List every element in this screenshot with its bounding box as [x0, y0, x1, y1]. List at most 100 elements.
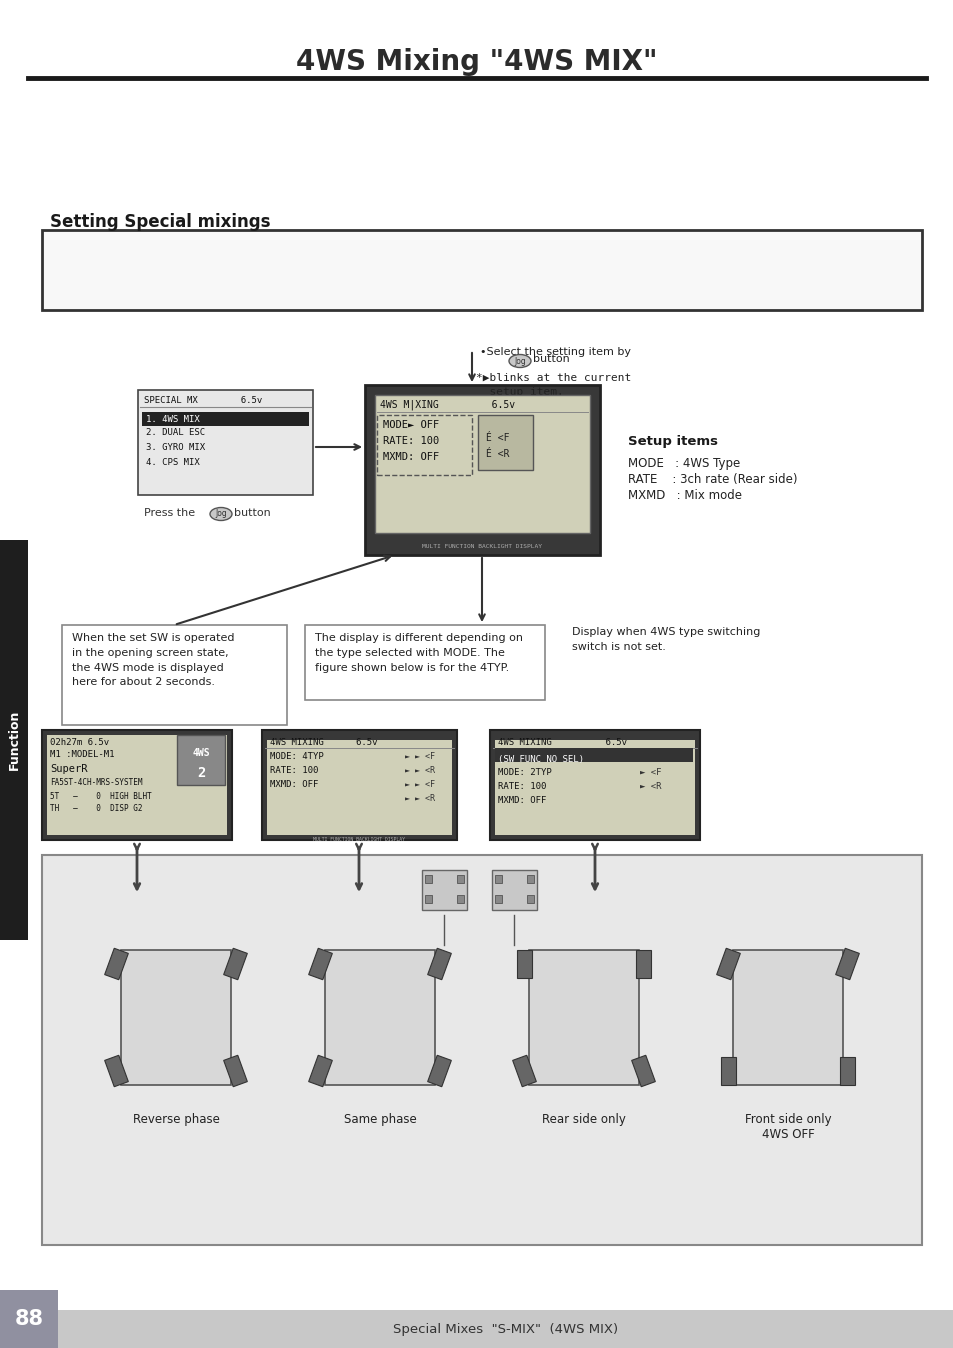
- Bar: [492, 869, 537, 910]
- Bar: [325, 950, 435, 1085]
- Ellipse shape: [509, 355, 531, 368]
- Text: Front side only
4WS OFF: Front side only 4WS OFF: [744, 1113, 830, 1140]
- Text: RATE: 100: RATE: 100: [382, 435, 438, 446]
- Text: 2: 2: [196, 766, 205, 780]
- Bar: [0, 1290, 58, 1348]
- Text: Same phase: Same phase: [343, 1113, 416, 1126]
- Text: setup item.: setup item.: [476, 387, 563, 398]
- Text: *▶blinks at the current: *▶blinks at the current: [476, 373, 631, 383]
- Bar: [121, 950, 231, 1085]
- Text: MODE: 2TYP: MODE: 2TYP: [497, 768, 551, 776]
- Polygon shape: [427, 1055, 451, 1086]
- Polygon shape: [835, 948, 859, 980]
- Bar: [177, 735, 225, 785]
- Bar: [42, 731, 232, 840]
- Polygon shape: [636, 950, 650, 979]
- Text: ► <R: ► <R: [639, 782, 660, 791]
- Text: ► <F: ► <F: [639, 768, 660, 776]
- Text: 4WS Mixing "4WS MIX": 4WS Mixing "4WS MIX": [296, 49, 657, 75]
- Bar: [365, 386, 599, 555]
- Text: MXMD: OFF: MXMD: OFF: [382, 452, 438, 462]
- Text: When the set SW is operated
in the opening screen state,
the 4WS mode is display: When the set SW is operated in the openi…: [71, 634, 234, 687]
- Polygon shape: [517, 950, 532, 979]
- Bar: [477, 415, 533, 470]
- Text: SuperR: SuperR: [50, 764, 88, 774]
- Bar: [305, 625, 544, 700]
- Bar: [62, 625, 287, 725]
- Text: 4. CPS MIX: 4. CPS MIX: [146, 458, 199, 466]
- Text: 4WS MIXING          6.5v: 4WS MIXING 6.5v: [497, 737, 626, 747]
- Bar: [375, 395, 589, 532]
- Bar: [732, 950, 842, 1085]
- Bar: [42, 231, 921, 310]
- Polygon shape: [840, 1057, 854, 1085]
- Text: MXMD: OFF: MXMD: OFF: [497, 797, 546, 805]
- Text: FA5ST-4CH-MRS-SYSTEM: FA5ST-4CH-MRS-SYSTEM: [50, 778, 142, 787]
- Text: 88: 88: [14, 1309, 44, 1329]
- Text: ► ► <R: ► ► <R: [405, 766, 435, 775]
- Bar: [138, 390, 313, 495]
- Text: RATE: 100: RATE: 100: [497, 782, 546, 791]
- Text: Display when 4WS type switching
switch is not set.: Display when 4WS type switching switch i…: [572, 627, 760, 652]
- Text: Jog: Jog: [214, 510, 227, 519]
- Bar: [490, 731, 700, 840]
- Bar: [495, 895, 501, 903]
- Text: 4WS MIXING      6.5v: 4WS MIXING 6.5v: [270, 737, 377, 747]
- Polygon shape: [223, 1055, 247, 1086]
- Bar: [0, 541, 28, 940]
- Polygon shape: [309, 948, 332, 980]
- Text: 5T   —    0  HIGH BLHT: 5T — 0 HIGH BLHT: [50, 793, 152, 801]
- Bar: [495, 875, 501, 883]
- Text: 1. 4WS MIX: 1. 4WS MIX: [146, 415, 199, 425]
- Bar: [47, 735, 227, 834]
- Bar: [526, 875, 534, 883]
- Text: MODE► OFF: MODE► OFF: [382, 421, 438, 430]
- Polygon shape: [716, 948, 740, 980]
- Polygon shape: [720, 1057, 735, 1085]
- Text: Press the: Press the: [144, 508, 198, 518]
- Text: MODE: 4TYP: MODE: 4TYP: [270, 752, 323, 762]
- Text: Special Mixes  "S-MIX"  (4WS MIX): Special Mixes "S-MIX" (4WS MIX): [393, 1322, 618, 1336]
- Polygon shape: [427, 948, 451, 980]
- Bar: [42, 855, 921, 1246]
- Text: ► ► <R: ► ► <R: [405, 794, 435, 803]
- Bar: [456, 895, 463, 903]
- Text: button: button: [533, 355, 569, 364]
- Text: Function: Function: [8, 710, 20, 770]
- Text: ► ► <F: ► ► <F: [405, 780, 435, 789]
- Text: Setting Special mixings: Setting Special mixings: [50, 213, 271, 231]
- Bar: [142, 412, 309, 426]
- Bar: [495, 748, 692, 762]
- Polygon shape: [631, 1055, 655, 1086]
- Ellipse shape: [210, 507, 232, 520]
- Bar: [376, 415, 472, 474]
- Bar: [262, 731, 456, 840]
- Text: M1 :MODEL-M1: M1 :MODEL-M1: [50, 749, 114, 759]
- Text: MULTI FUNCTION BACKLIGHT DISPLAY: MULTI FUNCTION BACKLIGHT DISPLAY: [313, 837, 405, 842]
- Text: •Select the setting item by: •Select the setting item by: [479, 346, 630, 357]
- Bar: [424, 875, 432, 883]
- Bar: [421, 869, 467, 910]
- Polygon shape: [512, 1055, 536, 1086]
- Bar: [267, 740, 452, 834]
- Bar: [495, 740, 695, 834]
- Text: SPECIAL MX        6.5v: SPECIAL MX 6.5v: [144, 396, 262, 404]
- Text: 02h27m 6.5v: 02h27m 6.5v: [50, 737, 109, 747]
- Text: MODE   : 4WS Type: MODE : 4WS Type: [627, 457, 740, 470]
- Text: MXMD: OFF: MXMD: OFF: [270, 780, 318, 789]
- Text: Jog: Jog: [514, 356, 525, 365]
- Text: RATE: 100: RATE: 100: [270, 766, 318, 775]
- Text: Rear side only: Rear side only: [541, 1113, 625, 1126]
- Text: TH   —    0  DISP G2: TH — 0 DISP G2: [50, 803, 142, 813]
- Text: Reverse phase: Reverse phase: [132, 1113, 219, 1126]
- Text: É <F: É <F: [485, 433, 509, 443]
- Text: MXMD   : Mix mode: MXMD : Mix mode: [627, 489, 741, 501]
- Text: MULTI FUNCTION BACKLIGHT DISPLAY: MULTI FUNCTION BACKLIGHT DISPLAY: [421, 545, 541, 550]
- Bar: [58, 1310, 953, 1348]
- Text: É <R: É <R: [485, 449, 509, 460]
- Text: RATE    : 3ch rate (Rear side): RATE : 3ch rate (Rear side): [627, 473, 797, 487]
- Text: 3. GYRO MIX: 3. GYRO MIX: [146, 443, 205, 452]
- Text: button: button: [233, 508, 271, 518]
- Text: ► ► <F: ► ► <F: [405, 752, 435, 762]
- Text: 2. DUAL ESC: 2. DUAL ESC: [146, 429, 205, 437]
